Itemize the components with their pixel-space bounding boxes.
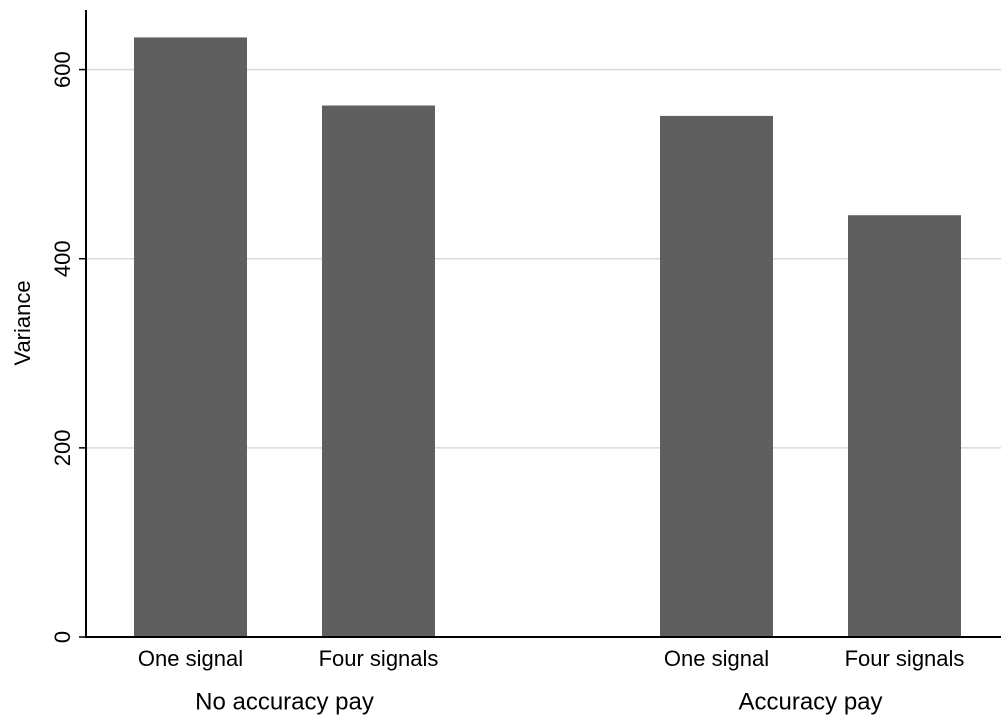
x-tick-label: Four signals	[319, 646, 439, 671]
y-tick-label: 400	[50, 240, 75, 277]
y-tick-label: 0	[50, 631, 75, 643]
bar	[848, 215, 961, 637]
y-axis-label: Variance	[10, 280, 35, 365]
x-tick-label: Four signals	[845, 646, 965, 671]
y-tick-label: 600	[50, 51, 75, 88]
x-tick-label: One signal	[664, 646, 769, 671]
bar	[660, 115, 773, 637]
bar	[322, 105, 435, 637]
bar	[134, 37, 247, 637]
group-label: No accuracy pay	[195, 688, 374, 715]
y-tick-label: 200	[50, 430, 75, 467]
x-tick-label: One signal	[138, 646, 243, 671]
group-label: Accuracy pay	[738, 688, 882, 715]
